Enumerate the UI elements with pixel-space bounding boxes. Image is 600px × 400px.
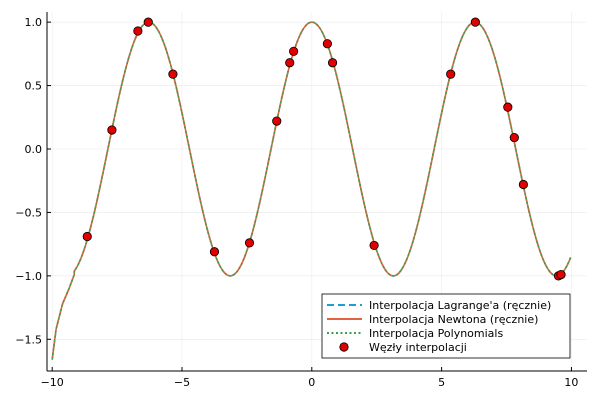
node-point-13: [446, 69, 456, 79]
node-point-5: [209, 247, 220, 257]
node-point-3: [143, 17, 153, 27]
node-point-12: [369, 240, 379, 251]
grid: [47, 12, 587, 371]
node-point-7: [272, 116, 282, 126]
node-point-9: [289, 46, 299, 56]
x-tick-label-2: 0: [308, 376, 315, 389]
y-tick-label-2: −0.5: [15, 206, 42, 219]
tick-labels: −10 −5 0 5 10 −1.5 −1.0 −0.5 0.0 0.5 1.0: [15, 16, 578, 389]
node-point-8: [285, 58, 295, 68]
legend-box: [321, 293, 571, 359]
legend-label-2: Interpolacja Polynomials: [369, 327, 503, 340]
y-tick-label-5: 1.0: [25, 16, 43, 29]
node-point-6: [244, 238, 255, 248]
legend-label-3: Węzły interpolacji: [369, 341, 467, 354]
x-tick-label-0: −10: [41, 376, 64, 389]
axes: [46, 12, 587, 372]
node-point-11: [327, 58, 338, 68]
node-point-16: [509, 132, 519, 143]
node-point-4: [168, 69, 178, 79]
node-point-19: [556, 269, 566, 280]
node-point-1: [107, 125, 117, 135]
x-tick-label-3: 5: [438, 376, 445, 389]
x-tick-label-4: 10: [564, 376, 578, 389]
legend-swatch-3: [339, 342, 349, 352]
y-tick-label-1: −1.0: [15, 270, 42, 283]
plot-area: [51, 17, 572, 360]
node-point-0: [82, 231, 92, 242]
node-point-10: [322, 39, 332, 49]
x-tick-label-1: −5: [174, 376, 190, 389]
node-point-14: [470, 17, 480, 27]
y-tick-label-4: 0.5: [25, 80, 43, 93]
node-point-15: [503, 102, 513, 112]
y-tick-label-3: 0.0: [25, 143, 43, 156]
legend-label-1: Interpolacja Newtona (ręcznie): [369, 313, 538, 326]
y-tick-label-0: −1.5: [15, 333, 42, 346]
node-point-2: [133, 26, 143, 36]
series-line-2: [51, 21, 572, 360]
legend-label-0: Interpolacja Lagrange'a (ręcznie): [369, 299, 551, 312]
node-point-17: [518, 179, 528, 190]
legend: Interpolacja Lagrange'a (ręcznie)Interpo…: [321, 293, 571, 359]
